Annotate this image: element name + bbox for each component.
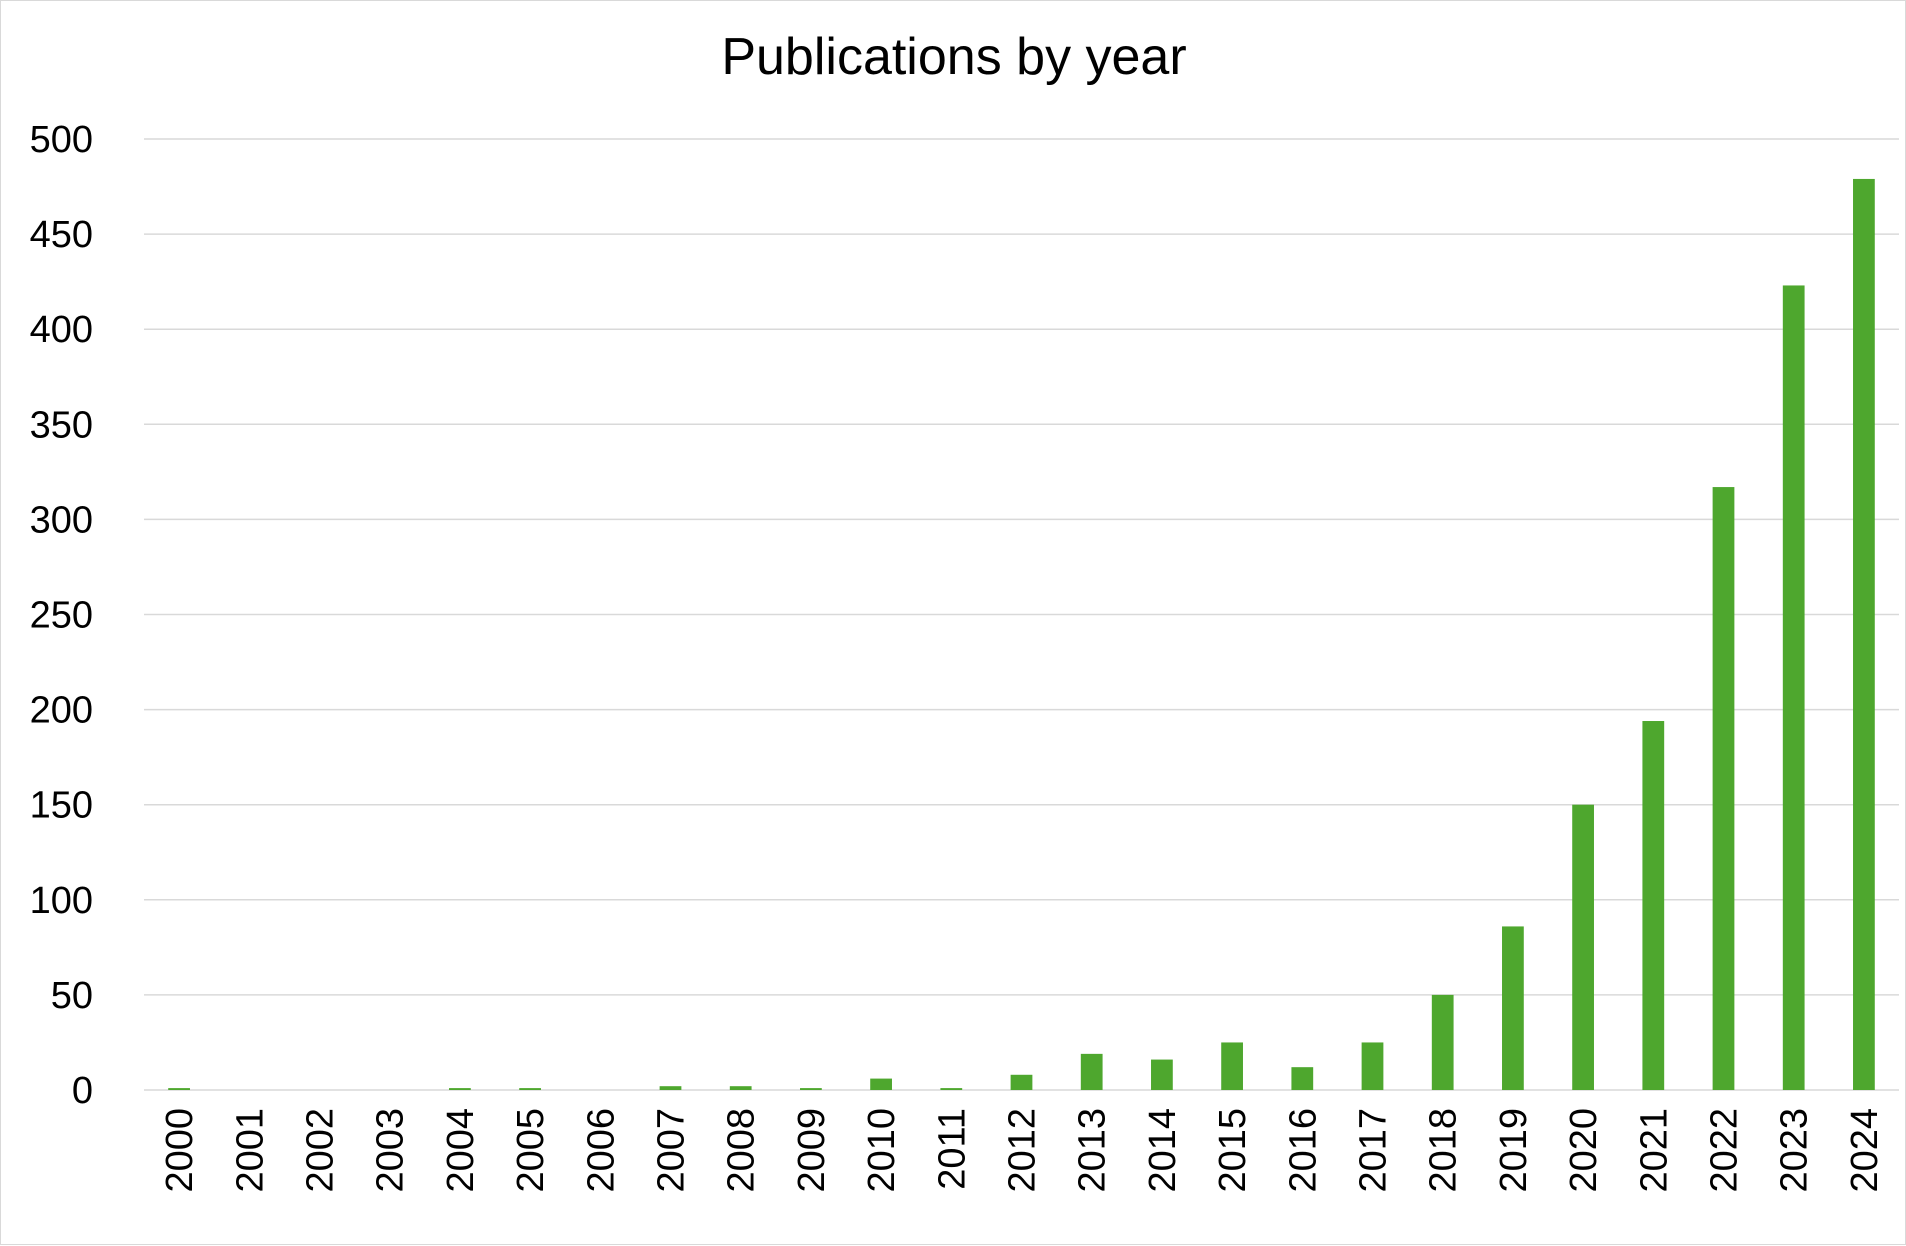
- y-tick-label: 300: [30, 499, 93, 541]
- y-tick-label: 150: [30, 785, 93, 827]
- y-tick-label: 100: [30, 880, 93, 922]
- bar-2004: [449, 1088, 471, 1090]
- x-tick-label: 2017: [1353, 1108, 1395, 1193]
- x-tick-label: 2015: [1212, 1108, 1254, 1193]
- x-tick-label: 2024: [1844, 1108, 1886, 1193]
- bar-2021: [1642, 721, 1665, 1090]
- x-tick-label: 2016: [1282, 1108, 1324, 1193]
- x-tick-label: 2005: [510, 1108, 552, 1193]
- x-tick-label: 2022: [1704, 1108, 1746, 1193]
- bar-2010: [870, 1078, 892, 1090]
- x-tick-label: 2014: [1142, 1108, 1184, 1193]
- bar-2008: [729, 1086, 752, 1090]
- x-tick-label: 2007: [651, 1108, 693, 1193]
- bar-2014: [1151, 1059, 1173, 1090]
- bar-2017: [1361, 1042, 1384, 1090]
- x-tick-label: 2021: [1633, 1108, 1675, 1193]
- bar-2024: [1853, 178, 1875, 1090]
- bar-2019: [1502, 926, 1524, 1090]
- gridlines: [144, 138, 1899, 1091]
- bars: [168, 178, 1875, 1091]
- y-tick-label: 450: [30, 214, 93, 256]
- y-tick-label: 200: [30, 690, 93, 732]
- y-axis-tick-labels: 0 50 100 150 200 250 300 350 400 450 500: [30, 119, 93, 1112]
- y-tick-label: 400: [30, 309, 93, 351]
- x-tick-label: 2009: [791, 1108, 833, 1193]
- x-tick-label: 2000: [159, 1108, 201, 1193]
- x-tick-label: 2004: [440, 1108, 482, 1193]
- bar-2000: [168, 1088, 190, 1090]
- y-tick-label: 350: [30, 404, 93, 446]
- bar-2018: [1431, 994, 1454, 1090]
- bar-2007: [659, 1086, 682, 1090]
- bar-2020: [1572, 804, 1594, 1090]
- bar-2009: [800, 1088, 822, 1090]
- x-tick-label: 2013: [1072, 1108, 1114, 1193]
- bar-2022: [1712, 487, 1735, 1090]
- chart-title: Publications by year: [721, 28, 1187, 86]
- y-tick-label: 0: [72, 1070, 93, 1112]
- x-axis-tick-labels: 2000 2001 2002 2003 2004 2005 2006 2007 2008 2009…: [159, 1108, 1886, 1193]
- x-tick-label: 2006: [580, 1108, 622, 1193]
- bar-2012: [1010, 1074, 1033, 1090]
- bar-2005: [519, 1088, 541, 1090]
- x-tick-label: 2010: [861, 1108, 903, 1193]
- x-tick-label: 2012: [1002, 1108, 1044, 1193]
- x-tick-label: 2019: [1493, 1108, 1535, 1193]
- bar-2016: [1291, 1067, 1314, 1090]
- y-tick-label: 50: [51, 975, 93, 1017]
- x-tick-label: 2002: [300, 1108, 342, 1193]
- bar-2013: [1080, 1053, 1103, 1090]
- x-tick-label: 2008: [721, 1108, 763, 1193]
- x-tick-label: 2011: [931, 1108, 973, 1190]
- bar-2023: [1782, 285, 1805, 1091]
- x-tick-label: 2018: [1423, 1108, 1465, 1193]
- bar-2011: [940, 1088, 963, 1090]
- x-tick-label: 2003: [370, 1108, 412, 1193]
- y-tick-label: 250: [30, 595, 93, 637]
- x-tick-label: 2001: [229, 1108, 271, 1193]
- x-tick-label: 2020: [1563, 1108, 1605, 1193]
- x-tick-label: 2023: [1774, 1108, 1816, 1193]
- bar-2015: [1221, 1042, 1243, 1090]
- y-tick-label: 500: [30, 119, 93, 161]
